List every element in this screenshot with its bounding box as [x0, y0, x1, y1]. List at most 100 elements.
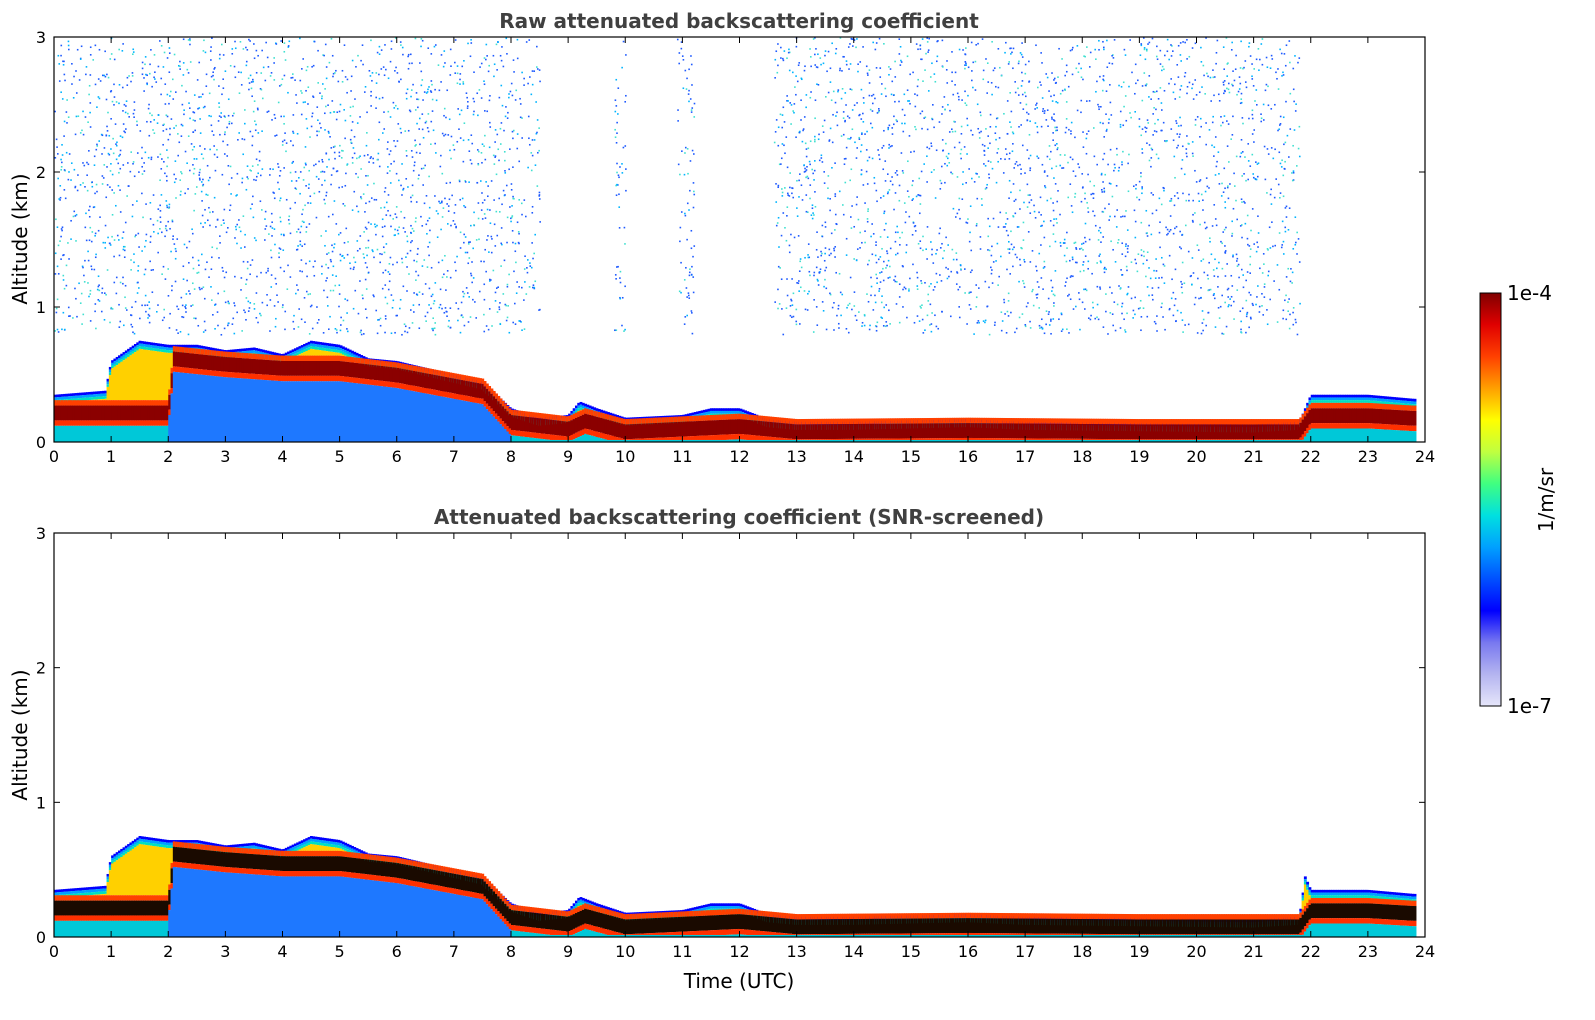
- layer-band: [74, 395, 78, 399]
- layer-band: [161, 349, 165, 353]
- layer-band: [314, 349, 318, 356]
- layer-band: [469, 376, 473, 382]
- profile-column: [376, 359, 380, 442]
- layer-band: [124, 358, 128, 401]
- layer-band: [501, 426, 505, 442]
- layer-band: [385, 381, 389, 387]
- layer-band: [316, 375, 320, 382]
- layer-band: [291, 352, 295, 355]
- noise-pixel: [149, 72, 151, 75]
- profile-column: [106, 378, 110, 442]
- layer-band: [504, 429, 508, 442]
- layer-band: [129, 405, 133, 421]
- noise-pixel: [191, 282, 194, 285]
- noise-pixel: [516, 38, 519, 41]
- profile-column: [236, 349, 240, 442]
- layer-band: [97, 405, 101, 421]
- layer-band: [387, 387, 391, 442]
- layer-band: [369, 384, 373, 442]
- layer-band: [191, 353, 194, 369]
- profile-column: [353, 351, 357, 442]
- profile-column: [255, 348, 258, 442]
- layer-band: [348, 349, 352, 353]
- layer-band: [92, 394, 96, 397]
- layer-band: [266, 380, 270, 442]
- layer-band: [330, 351, 334, 356]
- layer-band: [111, 365, 115, 369]
- profile-column: [101, 390, 105, 442]
- layer-band: [289, 381, 293, 442]
- layer-band: [415, 366, 418, 372]
- noise-pixel: [202, 286, 205, 289]
- layer-band: [453, 393, 457, 400]
- layer-band: [476, 403, 480, 442]
- layer-band: [138, 400, 142, 406]
- layer-band: [106, 384, 110, 387]
- layer-band: [458, 379, 462, 395]
- layer-band: [156, 351, 160, 401]
- layer-band: [511, 409, 514, 416]
- layer-band: [127, 348, 131, 352]
- profile-column: [348, 349, 352, 442]
- layer-band: [341, 376, 345, 382]
- profile-column: [81, 392, 85, 442]
- layer-band: [156, 420, 160, 426]
- layer-band: [156, 405, 160, 421]
- layer-band: [357, 378, 361, 384]
- layer-band: [232, 372, 236, 378]
- profile-column: [145, 341, 149, 442]
- layer-band: [367, 364, 370, 380]
- layer-band: [305, 351, 309, 356]
- layer-band: [412, 370, 416, 386]
- layer-band: [97, 393, 101, 397]
- layer-band: [447, 377, 450, 393]
- noise-pixel: [238, 132, 240, 134]
- noise-pixel: [443, 114, 445, 117]
- layer-band: [220, 356, 224, 372]
- noise-pixel: [186, 68, 189, 71]
- profile-column: [117, 355, 121, 442]
- profile-column: [261, 349, 265, 442]
- layer-band: [421, 392, 425, 442]
- profile-column: [387, 360, 391, 442]
- layer-band: [83, 397, 87, 401]
- profile-column: [451, 372, 455, 442]
- layer-band: [69, 405, 73, 421]
- layer-band: [227, 351, 231, 358]
- layer-band: [179, 344, 183, 348]
- layer-band: [307, 344, 311, 348]
- layer-band: [115, 356, 119, 360]
- layer-band: [328, 346, 332, 349]
- layer-band: [511, 435, 514, 442]
- layer-band: [67, 393, 71, 397]
- layer-band: [348, 382, 352, 442]
- layer-band: [319, 350, 322, 356]
- layer-band: [465, 395, 469, 402]
- layer-band: [181, 347, 185, 353]
- profile-column: [271, 351, 274, 442]
- layer-band: [424, 373, 428, 388]
- layer-band: [106, 405, 110, 421]
- layer-band: [428, 394, 432, 442]
- layer-band: [314, 344, 318, 347]
- layer-band: [76, 392, 80, 396]
- layer-band: [474, 382, 478, 398]
- layer-band: [60, 420, 64, 426]
- layer-band: [305, 355, 309, 361]
- layer-band: [159, 420, 162, 426]
- layer-band: [364, 357, 368, 360]
- layer-band: [287, 351, 290, 355]
- profile-column: [120, 353, 124, 442]
- layer-band: [403, 384, 407, 390]
- layer-band: [303, 346, 306, 350]
- layer-band: [303, 375, 306, 382]
- layer-band: [113, 400, 117, 406]
- layer-band: [426, 368, 430, 374]
- layer-band: [405, 364, 409, 370]
- noise-pixel: [434, 195, 436, 197]
- layer-band: [403, 369, 407, 385]
- layer-band: [88, 397, 92, 401]
- noise-pixel: [271, 227, 274, 229]
- layer-band: [424, 367, 428, 374]
- profile-column: [216, 348, 220, 442]
